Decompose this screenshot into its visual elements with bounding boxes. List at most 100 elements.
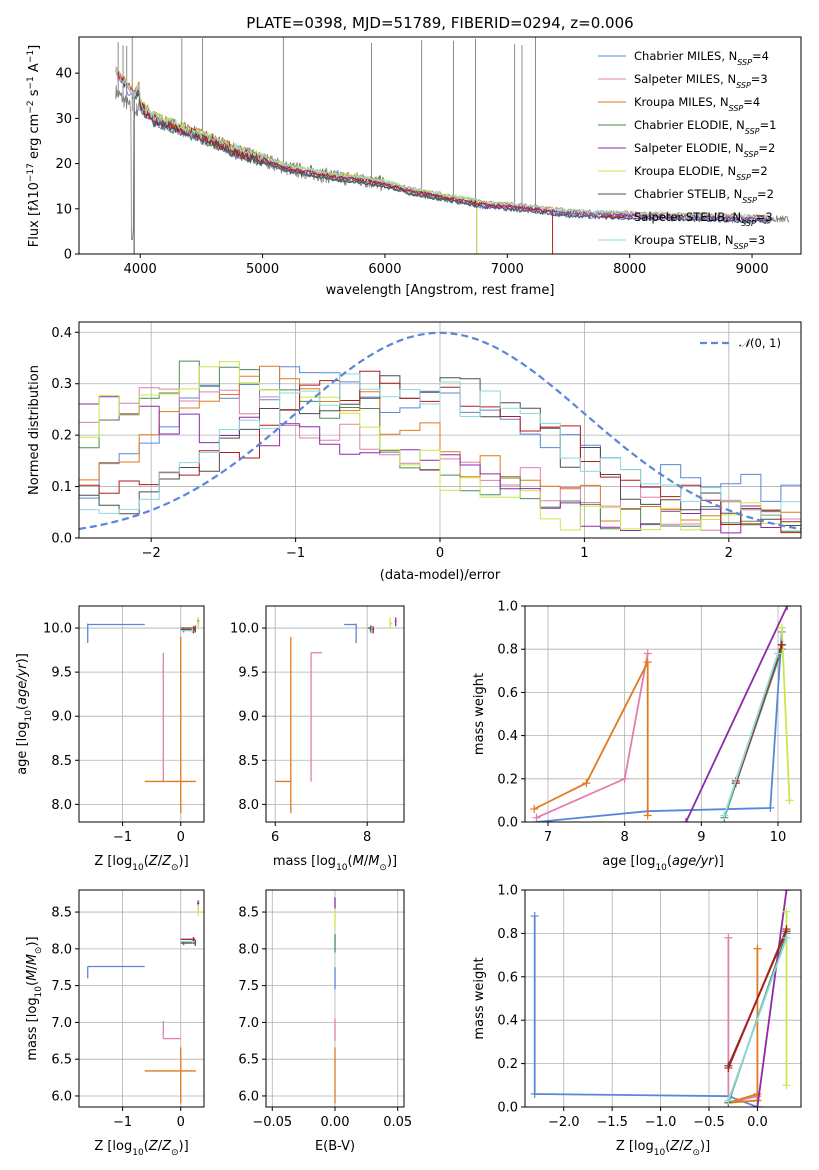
axes-spectrum: 4000 5000 6000 7000 8000 9000 0 10 20 30 40: [55, 36, 802, 277]
point-marker: [766, 803, 775, 812]
series-line: [756, 890, 788, 1107]
error-point-kroupa_stelib: [180, 940, 194, 943]
error-point-kroupa_miles: [275, 636, 292, 814]
y-tick-label: 0.4: [497, 729, 518, 744]
error-point-chabrier_miles: [87, 623, 145, 644]
series-line: [685, 606, 789, 822]
y-tick-label: 0.0: [51, 532, 72, 547]
point-marker: [777, 623, 786, 632]
axes-frame: [524, 889, 802, 1108]
legend-label: Chabrier ELODIE, NSSP=1: [634, 118, 776, 136]
model-spectrum-salpeter_stelib: [115, 69, 554, 254]
point-marker: [724, 933, 733, 942]
axes-frame: [265, 605, 405, 823]
y-tick-label: 8.0: [238, 798, 259, 813]
x-tick-label: 0.0: [747, 1115, 768, 1130]
axes-frame: [78, 321, 802, 539]
series-line: [727, 937, 788, 1101]
grid: [266, 606, 404, 822]
point-marker: [782, 1081, 791, 1090]
x-tick-label: 9000: [736, 262, 769, 277]
plot-area: [87, 617, 200, 814]
y-tick-label: 6.0: [238, 1089, 259, 1104]
x-tick-label: −1: [113, 830, 132, 845]
x-axis-label: wavelength [Angstrom, rest frame]: [326, 283, 555, 298]
x-tick-label: 5000: [246, 262, 279, 277]
y-tick-label: 0.2: [497, 772, 518, 787]
series-line: [780, 627, 791, 801]
y-tick-label: 0.3: [51, 377, 72, 392]
y-tick-label: 9.5: [51, 666, 72, 681]
legend-label: Kroupa STELIB, NSSP=3: [634, 233, 765, 251]
axes-age-vs-mass: 6 8 8.0 8.5 9.0 9.5 10.0: [230, 605, 405, 845]
x-axis-label: (data-model)/error: [380, 568, 501, 583]
error-point-chabrier_miles: [87, 965, 145, 979]
y-tick-label: 8.5: [51, 754, 72, 769]
error-point-salpeter_miles: [162, 1020, 181, 1040]
model-spectrum-chabrier_stelib: [133, 92, 771, 254]
x-tick-label: −2.0: [548, 1115, 580, 1130]
series-salpeter_miles: [532, 649, 652, 822]
axes-massweight-vs-z: −2.0 −1.5 −1.0 −0.5 0.0 0.0 0.2 0.4 0.6 0.8 1.0: [497, 884, 802, 1130]
y-tick-label: 0.4: [497, 1014, 518, 1029]
y-axis-label: mass [log10(M/M⊙)]: [25, 936, 44, 1060]
x-tick-label: 6: [271, 830, 279, 845]
legend-label: Kroupa MILES, NSSP=4: [634, 95, 760, 113]
series-line: [533, 661, 649, 816]
point-marker: [782, 890, 791, 894]
series-line: [723, 653, 779, 816]
y-axis-label: Flux [fλ10−17 erg cm−2 s−1 A−1]: [26, 45, 42, 247]
x-axis-label: Z [log10(Z/Z⊙)]: [94, 1139, 188, 1158]
x-tick-label: 4000: [124, 262, 157, 277]
y-tick-label: 7.5: [238, 979, 259, 994]
legend-label: Chabrier STELIB, NSSP=2: [634, 187, 774, 205]
point-marker: [720, 811, 729, 820]
y-tick-label: 0.0: [497, 816, 518, 831]
x-tick-label: 0: [177, 1115, 185, 1130]
axes-massweight-vs-age: 7 8 9 10 0.0 0.2 0.4 0.6 0.8 1.0: [497, 600, 802, 845]
plot-area: [115, 37, 790, 254]
point-marker: [782, 933, 791, 942]
axes-frame: [265, 889, 405, 1108]
error-point-kroupa_elodie: [197, 617, 200, 629]
model-spectrum-kroupa_stelib: [115, 68, 771, 219]
legend-label: 𝒩(0, 1): [739, 336, 781, 350]
point-marker: [785, 796, 794, 805]
y-tick-label: 0.1: [51, 480, 72, 495]
error-point-kroupa_stelib: [180, 628, 194, 634]
y-axis-label: mass weight: [472, 957, 487, 1039]
error-point-kroupa_elodie: [389, 617, 393, 629]
x-tick-label: 7: [544, 830, 552, 845]
point-marker: [643, 658, 652, 667]
y-tick-label: 10: [55, 202, 72, 217]
axes-frame: [78, 889, 205, 1108]
chart-title: PLATE=0398, MJD=51789, FIBERID=0294, z=0…: [246, 14, 633, 32]
y-tick-label: 0.8: [497, 927, 518, 942]
y-axis-label: Normed distribution: [27, 365, 42, 495]
y-tick-label: 6.5: [51, 1053, 72, 1068]
y-tick-label: 9.0: [238, 710, 259, 725]
x-tick-label: 2: [725, 546, 733, 561]
y-tick-label: 1.0: [497, 600, 518, 615]
y-tick-label: 8.0: [51, 942, 72, 957]
y-tick-label: 0: [64, 248, 72, 263]
point-marker: [753, 1089, 762, 1098]
plot-area: [530, 890, 791, 1107]
x-axis-label: E(B-V): [315, 1139, 355, 1154]
point-marker: [582, 779, 591, 788]
legend-label: Salpeter ELODIE, NSSP=2: [634, 141, 775, 159]
error-point-kroupa_miles: [144, 636, 196, 814]
x-tick-label: −1: [113, 1115, 132, 1130]
y-tick-label: 10.0: [230, 622, 259, 637]
point-marker: [643, 649, 652, 658]
y-tick-label: 6.0: [51, 1089, 72, 1104]
x-tick-label: 8: [621, 830, 629, 845]
axes-mass-vs-ebv: −0.05 0.00 0.05 6.0 6.5 7.0 7.5 8.0 8.5: [238, 889, 412, 1130]
legend-label: Kroupa ELODIE, NSSP=2: [634, 164, 768, 182]
series-salpeter_stelib: [724, 925, 791, 1072]
series-kroupa_stelib: [720, 649, 782, 820]
x-tick-label: −1: [286, 546, 305, 561]
y-tick-label: 0.6: [497, 686, 518, 701]
point-marker: [782, 907, 791, 916]
error-point-kroupa_miles: [144, 1047, 196, 1104]
